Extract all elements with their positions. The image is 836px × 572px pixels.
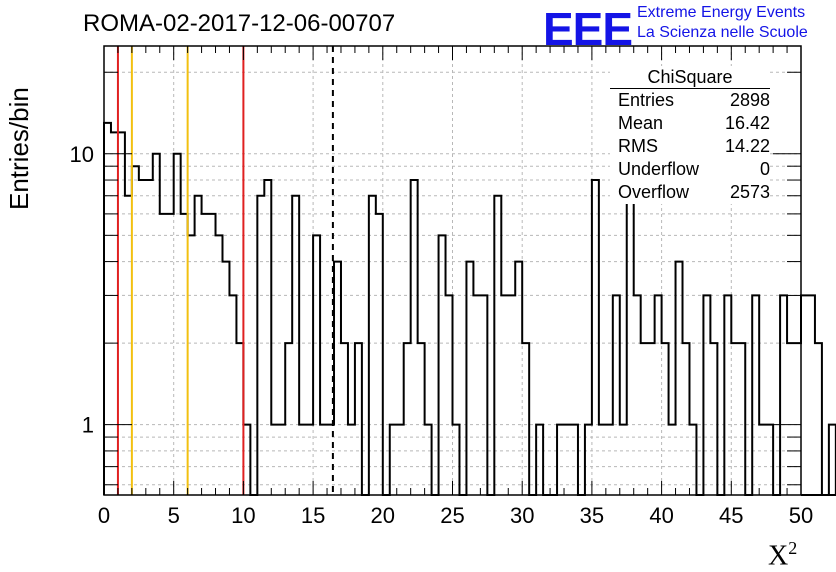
stats-row-entries: Entries 2898	[618, 90, 770, 110]
eee-logo: EEE	[543, 3, 633, 55]
x-tick-label: 50	[789, 503, 813, 528]
x-tick-label: 40	[649, 503, 673, 528]
stats-row-overflow: Overflow 2573	[618, 182, 770, 202]
x-tick-label: 5	[168, 503, 180, 528]
x-tick-label: 25	[440, 503, 464, 528]
x-tick-label: 30	[510, 503, 534, 528]
x-tick-label: 0	[98, 503, 110, 528]
logo-subtitle-2: La Scienza nelle Scuole	[637, 24, 808, 41]
x-tick-label: 45	[719, 503, 743, 528]
x-tick-label: 20	[371, 503, 395, 528]
stats-row-underflow: Underflow 0	[618, 159, 770, 179]
y-tick-label: 10	[70, 142, 94, 167]
x-tick-label: 10	[231, 503, 255, 528]
x-axis-label: X2	[768, 538, 798, 572]
chart-title: ROMA-02-2017-12-06-00707	[83, 10, 396, 37]
histogram-series	[103, 121, 836, 496]
stats-row-rms: RMS 14.22	[618, 136, 770, 156]
x-tick-label: 15	[301, 503, 325, 528]
stats-box: ChiSquare Entries 2898 Mean 16.42 RMS 14.22…	[610, 66, 770, 204]
logo-subtitle-1: Extreme Energy Events	[637, 4, 806, 21]
y-tick-label: 1	[82, 413, 94, 438]
stats-title: ChiSquare	[610, 66, 770, 89]
y-axis-label: Entries/bin	[4, 87, 34, 210]
x-tick-label: 35	[580, 503, 604, 528]
stats-row-mean: Mean 16.42	[618, 113, 770, 133]
